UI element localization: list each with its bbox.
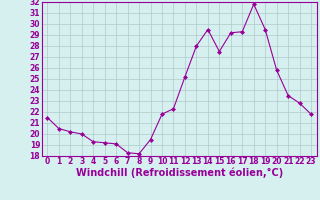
X-axis label: Windchill (Refroidissement éolien,°C): Windchill (Refroidissement éolien,°C) bbox=[76, 168, 283, 178]
